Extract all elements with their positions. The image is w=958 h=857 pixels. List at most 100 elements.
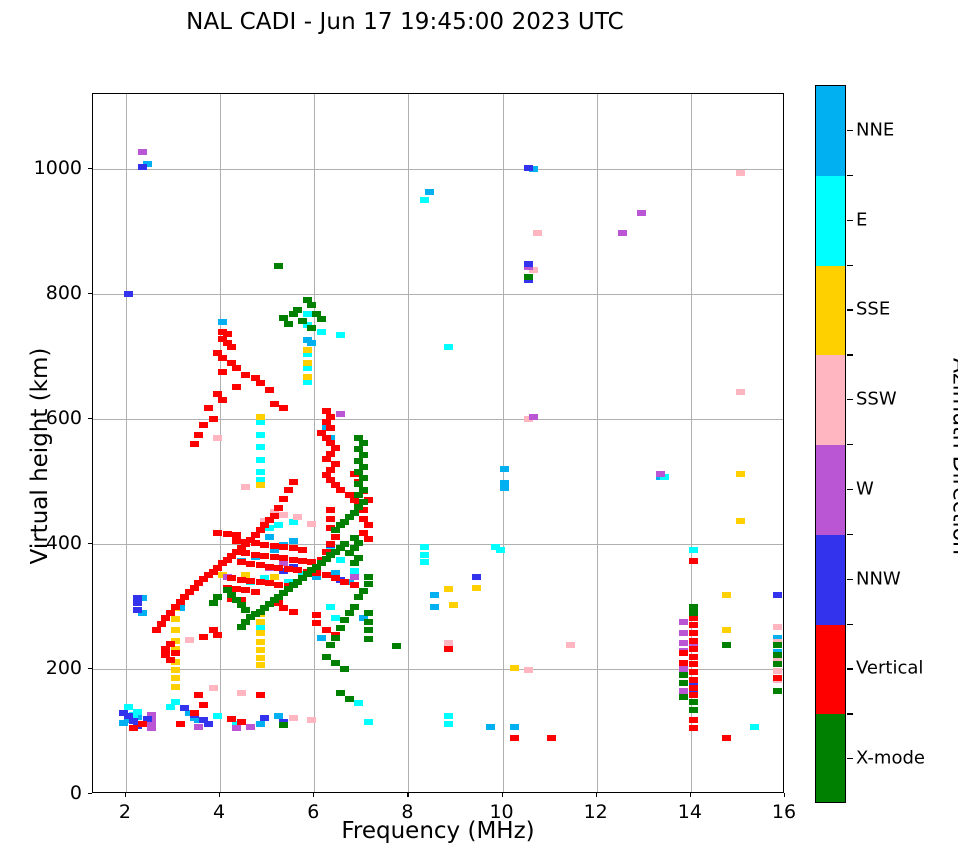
colorbar-tick [847, 309, 853, 311]
data-point-x-mode [773, 652, 783, 659]
data-point-e [170, 698, 180, 705]
data-point-e [490, 543, 500, 550]
data-point-vertical [250, 540, 260, 547]
data-point-nnw [133, 722, 143, 729]
data-point-x-mode [349, 534, 359, 541]
data-point-e [335, 331, 345, 338]
data-point-sse [170, 667, 180, 674]
data-point-ssw [523, 666, 533, 673]
data-point-vertical [203, 572, 213, 579]
data-point-nnw [523, 261, 533, 267]
data-point-vertical [321, 407, 331, 414]
data-point-vertical [773, 675, 783, 682]
data-point-x-mode [359, 498, 369, 505]
data-point-nnw [119, 710, 129, 717]
data-point-sse [170, 627, 180, 634]
data-point-e [302, 351, 312, 357]
data-point-sse [735, 517, 745, 524]
gridline-vertical [125, 94, 127, 792]
data-point-vertical [189, 584, 199, 591]
colorbar-segment-e[interactable] [816, 175, 845, 266]
data-point-x-mode [363, 636, 373, 642]
data-point-w [679, 687, 689, 694]
data-point-sse [448, 601, 458, 608]
plot-area[interactable] [92, 93, 784, 793]
data-point-x-mode [297, 574, 307, 581]
colorbar-segment-nnw[interactable] [816, 534, 845, 625]
data-point-x-mode [330, 659, 340, 666]
x-axis-tick [689, 793, 692, 797]
data-point-vertical [679, 659, 689, 666]
data-point-nne [255, 721, 265, 727]
data-point-nnw [335, 577, 345, 584]
colorbar-segment-nne[interactable] [816, 86, 845, 176]
data-point-vertical [213, 391, 223, 397]
data-point-sse [302, 347, 312, 354]
data-point-ssw [307, 717, 317, 724]
data-point-vertical [283, 582, 293, 589]
data-point-x-mode [345, 609, 355, 616]
data-point-e [420, 544, 430, 551]
data-point-ssw [735, 170, 745, 177]
data-point-vertical [509, 734, 519, 741]
data-point-ssw [279, 511, 289, 518]
data-point-vertical [161, 652, 171, 659]
data-point-nne [288, 537, 298, 544]
data-point-x-mode [222, 587, 232, 594]
data-point-x-mode [354, 504, 364, 511]
data-point-x-mode [232, 597, 242, 604]
data-point-e [255, 456, 265, 463]
colorbar-segment-ssw[interactable] [816, 355, 845, 445]
gridline-horizontal [93, 294, 783, 295]
colorbar[interactable] [815, 85, 846, 803]
data-point-e [302, 322, 312, 329]
colorbar-segment-vertical[interactable] [816, 624, 845, 715]
data-point-vertical [170, 603, 180, 610]
data-point-x-mode [302, 571, 312, 577]
data-point-nnw [523, 164, 533, 171]
data-point-vertical [330, 533, 340, 540]
data-point-vertical [194, 579, 204, 586]
data-point-vertical [359, 516, 369, 522]
data-point-ssw [288, 714, 298, 721]
data-point-sse [269, 573, 279, 580]
gridline-vertical [314, 94, 316, 792]
data-point-vertical [189, 709, 199, 716]
data-point-w [655, 471, 665, 477]
data-point-vertical [217, 354, 227, 361]
data-point-nnw [123, 712, 133, 719]
data-point-vertical [321, 548, 331, 555]
x-axis-tick [595, 793, 597, 797]
colorbar-segment-x-mode[interactable] [816, 714, 845, 802]
data-point-nnw [133, 595, 143, 602]
data-point-vertical [321, 419, 331, 426]
data-point-x-mode [312, 311, 322, 317]
data-point-vertical [175, 721, 185, 727]
colorbar-segment-w[interactable] [816, 445, 845, 535]
data-point-x-mode [349, 509, 359, 516]
data-point-nnw [133, 606, 143, 613]
data-point-x-mode [354, 492, 364, 499]
data-point-vertical [166, 609, 176, 616]
colorbar-label-e: E [856, 209, 868, 231]
data-point-e [265, 525, 275, 532]
data-point-ssw [773, 667, 783, 674]
colorbar-segment-sse[interactable] [816, 265, 845, 356]
data-point-vertical [227, 552, 237, 559]
data-point-x-mode [326, 642, 336, 649]
data-point-vertical [236, 558, 246, 565]
data-point-vertical [241, 587, 251, 594]
data-point-vertical [199, 576, 209, 582]
x-axis-tick-label: 10 [489, 801, 514, 823]
data-point-vertical [227, 596, 237, 602]
data-point-vertical [203, 404, 213, 411]
data-point-e [443, 712, 453, 719]
data-point-vertical [335, 487, 345, 494]
data-point-vertical [443, 646, 453, 652]
colorbar-label-nnw: NNW [856, 568, 901, 590]
data-point-nne [175, 604, 185, 611]
x-axis-tick-label: 14 [677, 801, 702, 823]
data-point-vertical [199, 422, 209, 429]
data-point-w [279, 559, 289, 566]
y-axis-tick-label: 400 [45, 532, 82, 554]
